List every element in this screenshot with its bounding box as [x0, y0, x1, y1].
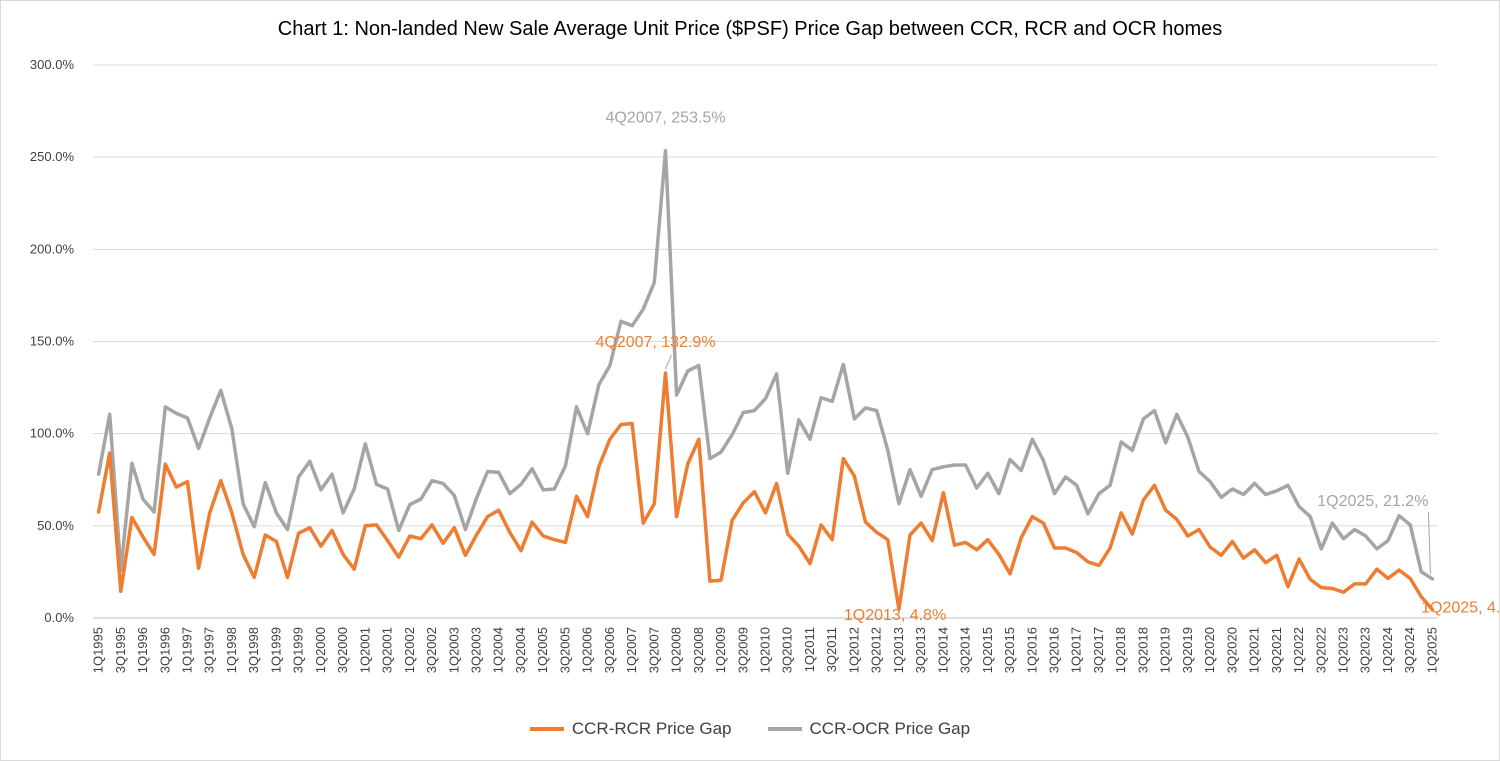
x-tick-label: 3Q2014: [958, 627, 973, 673]
x-tick-label: 3Q2013: [913, 627, 928, 673]
x-tick-label: 1Q1998: [224, 627, 239, 673]
x-tick-label: 3Q2006: [602, 627, 617, 673]
x-tick-label: 1Q2014: [935, 627, 950, 673]
x-tick-label: 3Q2005: [557, 627, 572, 673]
x-tick-label: 3Q2015: [1002, 627, 1017, 673]
legend-label-ccr-ocr: CCR-OCR Price Gap: [809, 719, 971, 738]
x-tick-label: 1Q2006: [580, 627, 595, 673]
x-tick-label: 1Q2017: [1069, 627, 1084, 673]
x-tick-label: 1Q1997: [179, 627, 194, 673]
x-tick-label: 3Q2019: [1180, 627, 1195, 673]
series-line-ccr-ocr: [96, 148, 1435, 581]
x-tick-label: 3Q2002: [424, 627, 439, 673]
x-tick-label: 3Q2001: [380, 627, 395, 673]
x-tick-label: 3Q1997: [202, 627, 217, 673]
series-line-ccr-rcr: [96, 371, 1435, 612]
x-tick-label: 3Q2023: [1358, 627, 1373, 673]
x-tick-label: 3Q2012: [869, 627, 884, 673]
x-tick-label: 3Q2009: [735, 627, 750, 673]
x-tick-label: 1Q2018: [1113, 627, 1128, 673]
x-tick-label: 3Q2017: [1091, 627, 1106, 673]
y-tick-label: 150.0%: [30, 334, 75, 349]
x-tick-label: 3Q2003: [468, 627, 483, 673]
y-tick-label: 300.0%: [30, 57, 75, 72]
x-tick-label: 1Q2021: [1247, 627, 1262, 673]
x-tick-label: 1Q2019: [1158, 627, 1173, 673]
x-tick-label: 1Q2004: [491, 627, 506, 673]
x-tick-label: 3Q2016: [1047, 627, 1062, 673]
x-tick-label: 3Q1998: [246, 627, 261, 673]
x-tick-label: 1Q2013: [891, 627, 906, 673]
x-tick-label: 1Q2024: [1380, 627, 1395, 673]
x-tick-label: 3Q2020: [1224, 627, 1239, 673]
legend-swatch-ccr-ocr: [767, 727, 802, 731]
x-tick-label: 1Q2015: [980, 627, 995, 673]
legend: CCR-RCR Price Gap CCR-OCR Price Gap: [0, 719, 1500, 739]
y-tick-label: 50.0%: [37, 518, 74, 533]
x-tick-label: 1Q2008: [669, 627, 684, 673]
x-tick-label: 1Q1999: [268, 627, 283, 673]
x-tick-label: 3Q2011: [824, 627, 839, 672]
x-tick-label: 1Q2009: [713, 627, 728, 673]
annotation-label: 1Q2025, 4.5%: [1421, 600, 1500, 617]
x-tick-label: 3Q2008: [691, 627, 706, 673]
legend-item-ccr-rcr: CCR-RCR Price Gap: [529, 719, 732, 739]
x-tick-label: 3Q2007: [646, 627, 661, 673]
x-tick-label: 1Q2012: [846, 627, 861, 673]
x-tick-label: 1Q2016: [1024, 627, 1039, 673]
x-tick-label: 1Q2025: [1424, 627, 1439, 673]
x-tick-label: 1Q2005: [535, 627, 550, 673]
x-tick-label: 1Q2000: [313, 627, 328, 673]
x-tick-label: 1Q2003: [446, 627, 461, 673]
x-tick-label: 1Q1995: [91, 627, 106, 673]
annotation-label: 4Q2007, 253.5%: [605, 110, 725, 127]
annotation-label: 1Q2013, 4.8%: [844, 607, 946, 624]
x-tick-label: 3Q2000: [335, 627, 350, 673]
x-tick-label: 3Q2024: [1402, 627, 1417, 673]
x-tick-label: 3Q2010: [780, 627, 795, 673]
x-tick-label: 1Q2001: [357, 627, 372, 673]
x-tick-label: 3Q2021: [1269, 627, 1284, 673]
x-tick-label: 1Q2020: [1202, 627, 1217, 673]
chart-title: Chart 1: Non-landed New Sale Average Uni…: [277, 18, 1223, 40]
y-tick-label: 0.0%: [44, 610, 74, 625]
legend-label-ccr-rcr: CCR-RCR Price Gap: [571, 719, 732, 738]
x-tick-label: 3Q2022: [1313, 627, 1328, 673]
x-tick-label: 3Q1996: [157, 627, 172, 673]
x-tick-label: 1Q2002: [402, 627, 417, 673]
y-tick-label: 200.0%: [30, 241, 75, 256]
legend-item-ccr-ocr: CCR-OCR Price Gap: [767, 719, 971, 739]
x-tick-label: 1Q2007: [624, 627, 639, 673]
x-tick-label: 1Q1996: [135, 627, 150, 673]
x-tick-label: 3Q1999: [291, 627, 306, 673]
legend-swatch-ccr-rcr: [529, 727, 564, 731]
annotation-leader: [664, 354, 672, 370]
annotation-leader: [1427, 511, 1431, 574]
annotation-label: 1Q2025, 21.2%: [1317, 493, 1428, 510]
x-tick-label: 1Q2022: [1291, 627, 1306, 673]
annotation-label: 4Q2007, 132.9%: [595, 334, 715, 351]
x-tick-label: 3Q2018: [1135, 627, 1150, 673]
x-tick-label: 1Q2010: [758, 627, 773, 673]
y-tick-label: 100.0%: [30, 426, 75, 441]
x-tick-label: 1Q2023: [1336, 627, 1351, 673]
x-tick-label: 3Q2004: [513, 627, 528, 673]
x-tick-label: 1Q2011: [802, 627, 817, 672]
y-tick-label: 250.0%: [30, 149, 75, 164]
x-tick-label: 3Q1995: [113, 627, 128, 673]
